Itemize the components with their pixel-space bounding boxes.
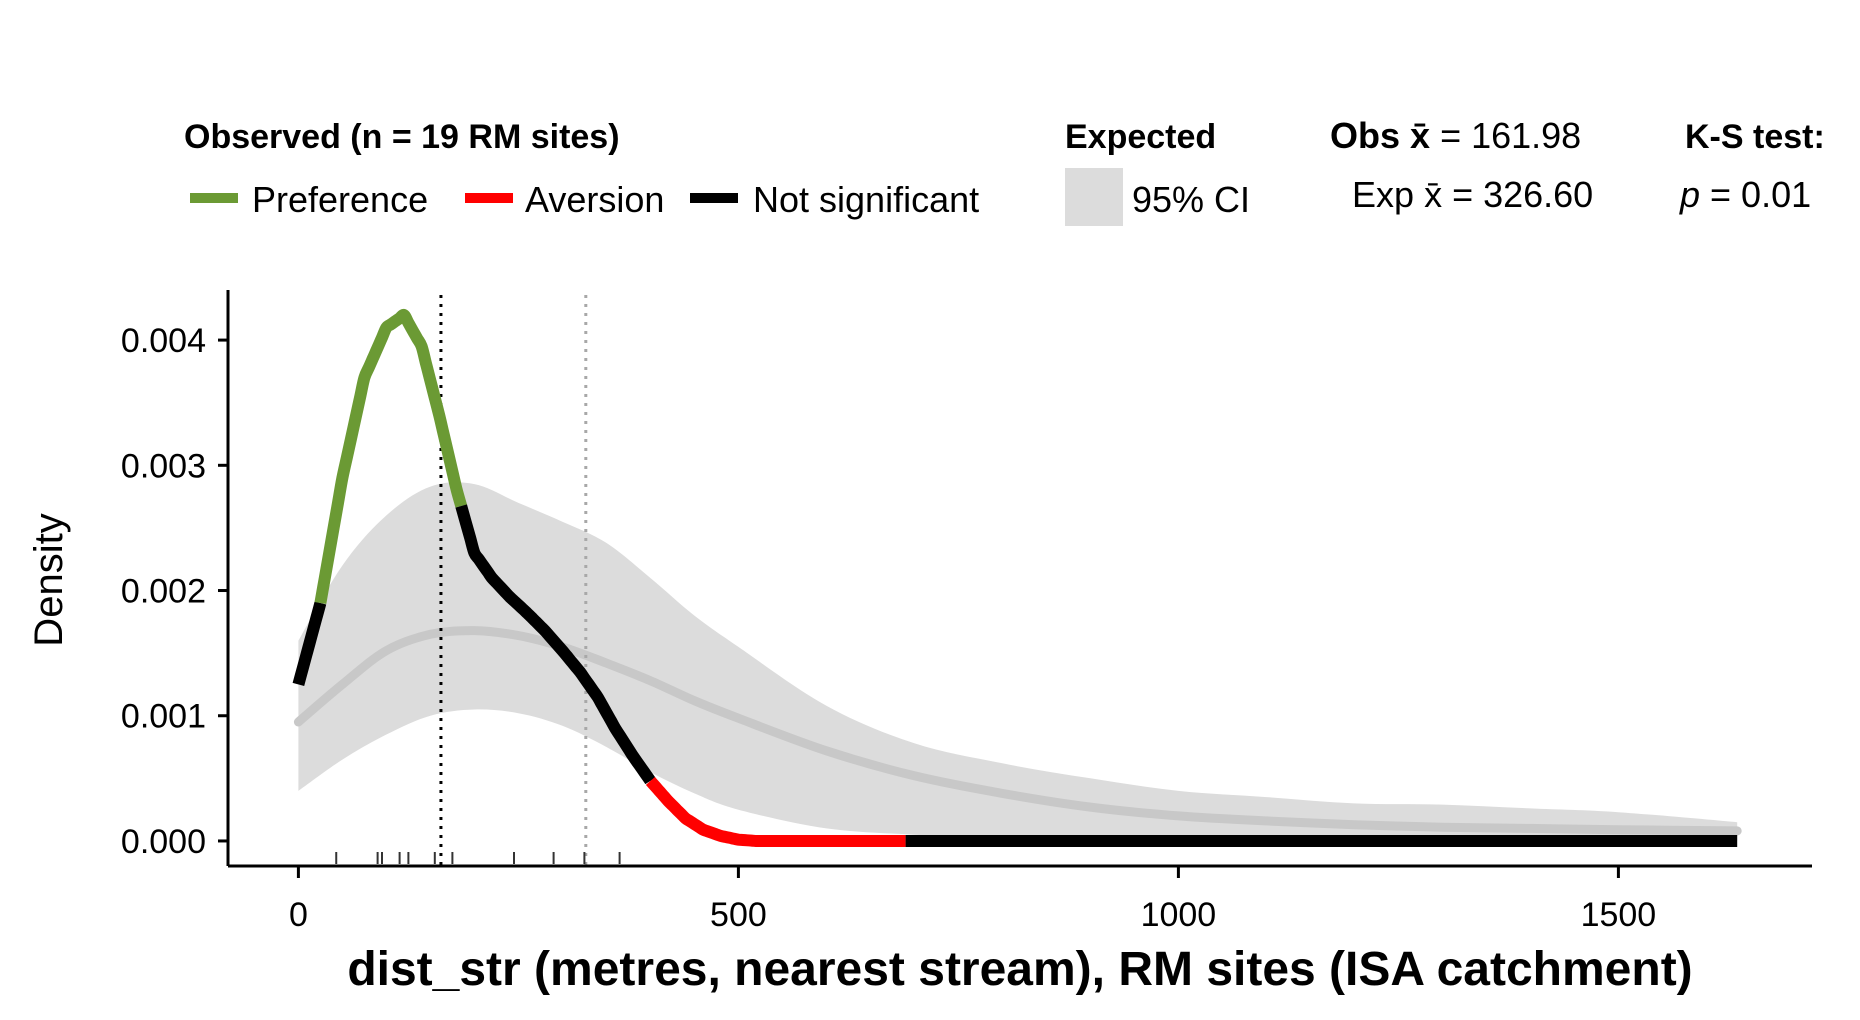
obs-mean-symbol: x̄ [1410,115,1430,156]
legend-preference-label: Preference [252,179,428,220]
p-symbol: p [1679,174,1700,215]
y-ticks: 0.000 0.001 0.002 0.003 0.004 [121,322,228,861]
p-value: = 0.01 [1700,174,1811,215]
x-ticks: 0 500 1000 1500 [289,866,1656,934]
exp-mean-stat: Exp x̄ = 326.60 [1352,174,1593,215]
y-tick-label: 0.003 [121,447,206,485]
exp-mean-symbol: x̄ [1424,174,1442,215]
y-tick-label: 0.001 [121,698,206,736]
legend-preference-key [190,193,238,203]
legend-ci-label: 95% CI [1132,179,1250,220]
obs-mean-prefix: Obs [1330,115,1400,156]
y-tick-label: 0.004 [121,322,206,360]
x-tick-label: 1000 [1141,896,1217,934]
expected-density-line [293,626,1742,836]
obs-mean-stat: Obs x̄ = 161.98 [1330,115,1581,156]
ci-band-layer [298,482,1738,842]
observed-segment-aversion [645,776,908,847]
y-tick-label: 0.000 [121,823,206,861]
y-axis-title: Density [27,513,71,646]
legend-not-significant-key [690,193,738,203]
x-axis-title: dist_str (metres, nearest stream), RM si… [347,943,1692,996]
legend-aversion-key [465,193,513,203]
exp-mean-prefix: Exp [1352,174,1414,215]
observed-segment-not-significant [455,504,656,785]
observed-segment-preference [314,308,467,605]
legend-ci-key [1065,168,1123,226]
obs-mean-value: = 161.98 [1430,115,1581,156]
legend-not-significant-label: Not significant [753,179,979,220]
axes [226,290,1812,868]
legend-expected-title: Expected [1065,118,1216,156]
legend: Observed (n = 19 RM sites) Preference Av… [184,115,1825,226]
ks-test-pvalue: p = 0.01 [1679,174,1811,215]
observed-curve-layer [292,308,1739,847]
y-tick-label: 0.002 [121,573,206,611]
x-tick-label: 500 [710,896,767,934]
rug-layer [335,852,621,864]
ks-test-title: K-S test: [1685,118,1825,156]
exp-mean-value: = 326.60 [1442,174,1593,215]
legend-aversion-label: Aversion [525,179,664,220]
legend-observed-title: Observed (n = 19 RM sites) [184,118,620,156]
x-tick-label: 1500 [1581,896,1657,934]
observed-segment-not-significant [292,601,327,686]
ci-band [298,482,1738,842]
expected-line-layer [293,626,1742,836]
x-tick-label: 0 [289,896,308,934]
